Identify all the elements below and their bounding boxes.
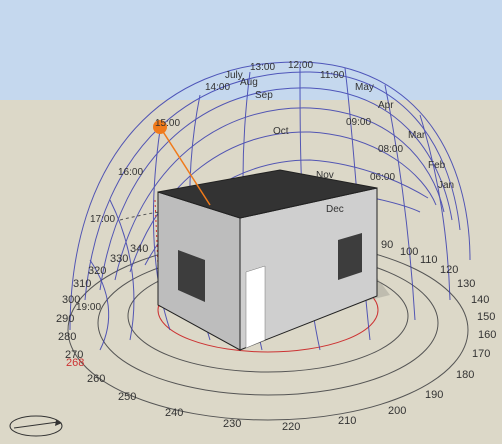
azimuth-label: 220 <box>282 421 300 433</box>
azimuth-label: 170 <box>472 348 490 360</box>
azimuth-label: 330 <box>110 253 128 265</box>
azimuth-label: 270 <box>65 349 83 361</box>
window-right <box>338 233 362 280</box>
hour-label: 16:00 <box>118 167 143 178</box>
month-labels: July Aug Sep Oct Nov Dec Jan Feb Mar Apr… <box>225 70 454 215</box>
month-label: Oct <box>273 126 289 137</box>
month-label: May <box>355 82 374 93</box>
door <box>245 265 266 349</box>
hour-label: 11:00 <box>320 70 345 81</box>
hour-label: 08:00 <box>378 144 403 155</box>
hour-labels: 11:00 12:00 13:00 14:00 15:00 16:00 17:0… <box>76 60 403 313</box>
azimuth-label: 210 <box>338 415 356 427</box>
azimuth-label: 260 <box>87 373 105 385</box>
azimuth-labels: 90 100 110 120 130 140 150 160 170 180 1… <box>56 239 496 433</box>
compass-icon[interactable] <box>9 415 63 437</box>
month-label: July <box>225 70 243 81</box>
month-label: Dec <box>326 204 344 215</box>
azimuth-label: 250 <box>118 391 136 403</box>
hour-label: 09:00 <box>346 117 371 128</box>
sun-position[interactable] <box>153 120 167 134</box>
house-model <box>157 169 378 351</box>
azimuth-label: 190 <box>425 389 443 401</box>
month-label: Feb <box>428 160 446 171</box>
hour-label: 14:00 <box>205 82 230 93</box>
sky <box>0 0 502 100</box>
hour-label: 12:00 <box>288 60 313 71</box>
month-label: Sep <box>255 90 273 101</box>
azimuth-label: 120 <box>440 264 458 276</box>
sun-ray <box>159 126 211 206</box>
azimuth-label: 180 <box>456 369 474 381</box>
month-label: Mar <box>408 130 426 141</box>
azimuth-label: 240 <box>165 407 183 419</box>
azimuth-label: 150 <box>477 311 495 323</box>
azimuth-label: 100 <box>400 246 418 258</box>
house-roof <box>157 169 378 219</box>
azimuth-label: 200 <box>388 405 406 417</box>
azimuth-rings <box>67 239 469 421</box>
azimuth-label: 320 <box>88 265 106 277</box>
month-label: Jan <box>438 180 454 191</box>
hour-label: 19:00 <box>76 302 101 313</box>
month-label: Aug <box>240 77 258 88</box>
azimuth-label: 230 <box>223 418 241 430</box>
highlight-azimuth-label: 268 <box>66 357 84 369</box>
azimuth-label: 140 <box>471 294 489 306</box>
azimuth-label: 90 <box>381 239 393 251</box>
azimuth-label: 290 <box>56 313 74 325</box>
month-label: Apr <box>378 100 394 111</box>
window-left <box>178 250 205 302</box>
azimuth-label: 280 <box>58 331 76 343</box>
hour-label: 13:00 <box>250 62 275 73</box>
azimuth-label: 110 <box>420 254 438 266</box>
azimuth-label: 160 <box>478 329 496 341</box>
hour-label: 17:00 <box>90 214 115 225</box>
hour-label: 15:00 <box>155 118 180 129</box>
azimuth-label: 340 <box>130 243 148 255</box>
azimuth-label: 310 <box>73 278 91 290</box>
month-label: Nov <box>316 170 334 181</box>
hour-label: 06:00 <box>370 172 395 183</box>
azimuth-label: 130 <box>457 278 475 290</box>
azimuth-label: 300 <box>62 294 80 306</box>
